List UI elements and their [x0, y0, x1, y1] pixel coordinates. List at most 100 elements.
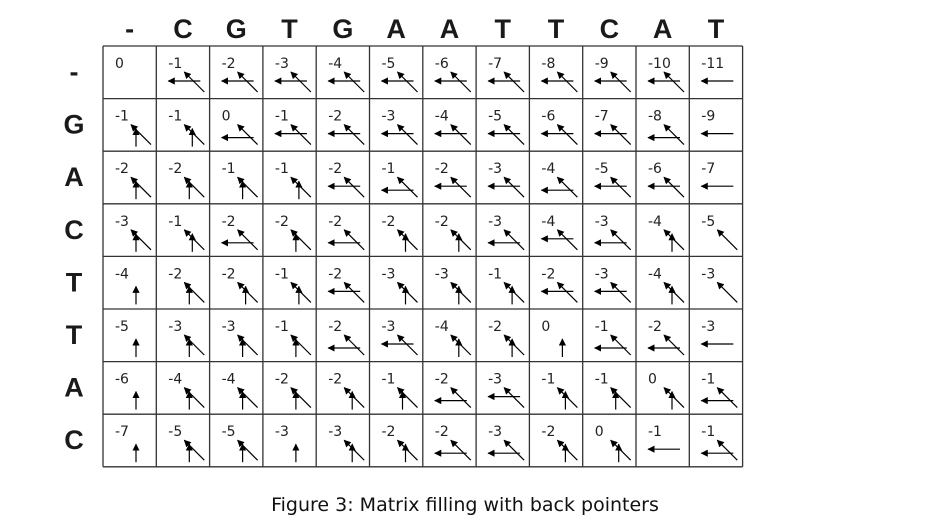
matrix-cell-value: -2 [328, 214, 342, 230]
matrix-cell-value: -1 [701, 424, 715, 440]
matrix-cell-value: -5 [382, 56, 396, 72]
matrix-cell-value: -3 [328, 424, 342, 440]
pointer-diagonal-arrow [343, 229, 365, 251]
matrix-cell-value: -4 [541, 161, 555, 177]
matrix-cell-value: -2 [275, 214, 289, 230]
matrix-cell-value: -1 [275, 109, 289, 125]
pointer-diagonal-arrow [556, 387, 578, 409]
matrix-cell-value: -5 [168, 424, 182, 440]
matrix-cell-value: -4 [435, 109, 449, 125]
pointer-diagonal-arrow [556, 176, 578, 198]
matrix-cell-value: 0 [541, 319, 550, 335]
matrix-cell-value: -1 [701, 372, 715, 388]
matrix-cell-value: -1 [275, 161, 289, 177]
pointer-diagonal-arrow [237, 71, 259, 93]
pointer-diagonal-arrow [450, 124, 472, 146]
matrix-cell-value: -8 [648, 109, 662, 125]
matrix-cell-value: -2 [382, 424, 396, 440]
pointer-diagonal-arrow [450, 281, 472, 303]
pointer-diagonal-arrow [290, 124, 312, 146]
matrix-cell-value: -2 [648, 319, 662, 335]
pointer-diagonal-arrow [450, 334, 472, 356]
row-header-7: C [64, 425, 84, 455]
matrix-cell-value: -2 [435, 214, 449, 230]
pointer-diagonal-arrow [556, 439, 578, 461]
pointer-diagonal-arrow [290, 71, 312, 93]
matrix-cell-value: -7 [115, 424, 129, 440]
matrix-cell-value: -5 [488, 109, 502, 125]
matrix-cell-value: -2 [328, 161, 342, 177]
matrix-cell-value: -3 [595, 266, 609, 282]
pointer-diagonal-arrow [503, 71, 525, 93]
pointer-diagonal-arrow [237, 439, 259, 461]
pointer-diagonal-arrow [183, 71, 205, 93]
col-header-9: C [600, 14, 620, 44]
matrix-cell-value: -6 [435, 56, 449, 72]
matrix-cell-value: -1 [382, 372, 396, 388]
matrix-cell-value: -2 [168, 266, 182, 282]
pointer-diagonal-arrow [237, 334, 259, 356]
matrix-cell-value: -1 [541, 372, 555, 388]
col-header-3: T [281, 14, 298, 44]
matrix-cell-value: -4 [115, 266, 129, 282]
matrix-cell-value: -9 [701, 109, 715, 125]
pointer-diagonal-arrow [450, 439, 472, 461]
pointer-diagonal-arrow [396, 71, 418, 93]
matrix-cell-value: -6 [115, 372, 129, 388]
pointer-diagonal-arrow [610, 176, 632, 198]
pointer-diagonal-arrow [556, 281, 578, 303]
col-header-10: A [653, 14, 673, 44]
col-header-4: G [332, 14, 353, 44]
pointer-diagonal-arrow [503, 334, 525, 356]
matrix-cells: 0 -1 -2 -3 -4 -5 -6 -7 -8 -9 -10 -11-1 -1 0 -1 -2 -3 -4 -5… [115, 56, 724, 440]
pointer-diagonal-arrow [183, 281, 205, 303]
matrix-cell-value: -2 [488, 319, 502, 335]
pointer-diagonal-arrow [396, 176, 418, 198]
pointer-diagonal-arrow [290, 387, 312, 409]
pointer-diagonal-arrow [290, 176, 312, 198]
pointer-diagonal-arrow [663, 387, 685, 409]
pointer-diagonal-arrow [183, 176, 205, 198]
col-header-11: T [708, 14, 725, 44]
matrix-cell-value: -3 [275, 424, 289, 440]
matrix-cell-value: -2 [435, 372, 449, 388]
row-header-4: T [66, 267, 83, 297]
matrix-cell-value: -2 [222, 214, 236, 230]
matrix-cell-value: -3 [382, 319, 396, 335]
matrix-cell-value: -4 [328, 56, 342, 72]
pointer-diagonal-arrow [556, 229, 578, 251]
matrix-cell-value: -1 [168, 109, 182, 125]
matrix-cell-value: 0 [648, 372, 657, 388]
matrix-cell-value: -9 [595, 56, 609, 72]
matrix-cell-value: -3 [275, 56, 289, 72]
matrix-cell-value: 0 [222, 109, 231, 125]
matrix-cell-value: -3 [701, 319, 715, 335]
col-header-2: G [226, 14, 247, 44]
pointer-diagonal-arrow [290, 281, 312, 303]
matrix-cell-value: 0 [595, 424, 604, 440]
pointer-diagonal-arrow [343, 176, 365, 198]
matrix-cell-value: -2 [115, 161, 129, 177]
matrix-cell-value: 0 [115, 56, 124, 72]
pointer-diagonal-arrow [343, 71, 365, 93]
pointer-diagonal-arrow [237, 176, 259, 198]
col-header-0: - [125, 14, 134, 44]
matrix-cell-value: -2 [328, 319, 342, 335]
pointer-diagonal-arrow [716, 229, 738, 251]
pointer-diagonal-arrow [237, 387, 259, 409]
pointer-diagonal-arrow [396, 281, 418, 303]
pointer-diagonal-arrow [343, 334, 365, 356]
pointer-diagonal-arrow [396, 124, 418, 146]
matrix-cell-value: -2 [541, 424, 555, 440]
matrix-cell-value: -6 [648, 161, 662, 177]
pointer-diagonal-arrow [610, 334, 632, 356]
pointer-diagonal-arrow [663, 281, 685, 303]
matrix-cell-value: -1 [275, 319, 289, 335]
matrix-cell-value: -3 [701, 266, 715, 282]
matrix-cell-value: -2 [435, 161, 449, 177]
pointer-diagonal-arrow [503, 387, 525, 409]
matrix-cell-value: -1 [275, 266, 289, 282]
